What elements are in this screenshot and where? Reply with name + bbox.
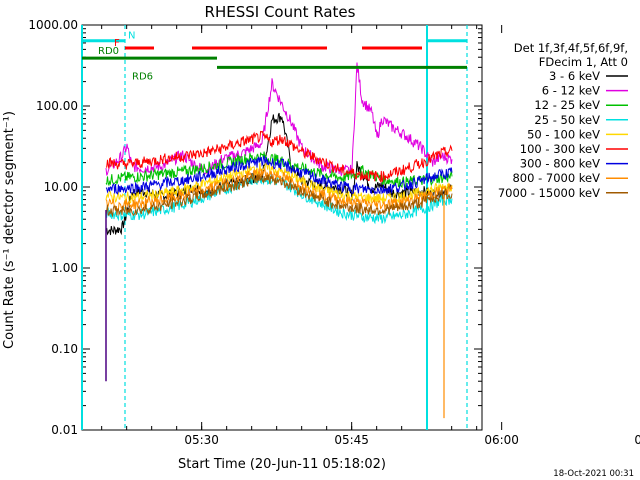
state-bar-label: RD6 bbox=[132, 71, 153, 82]
state-bar-label: F bbox=[114, 38, 120, 49]
series-line bbox=[105, 62, 453, 177]
series-line bbox=[105, 151, 453, 189]
state-bar-label: N bbox=[128, 31, 135, 42]
vertical-markers bbox=[81, 25, 468, 430]
x-tick-label: 05:30 bbox=[184, 433, 219, 447]
y-axis-label: Count Rate (s⁻¹ detector segment⁻¹) bbox=[2, 111, 17, 349]
x-tick-label: 06:00 bbox=[484, 433, 519, 447]
axis-ticks bbox=[82, 24, 503, 431]
y-tick-labels: 0.01 0.10 1.00 10.00 100.00 1000.00 bbox=[28, 18, 78, 437]
y-tick-label: 1000.00 bbox=[28, 18, 78, 32]
y-tick-label: 10.00 bbox=[44, 180, 78, 194]
y-tick-label: 100.00 bbox=[36, 99, 78, 113]
state-bar-label: RD0 bbox=[98, 46, 119, 57]
series-line bbox=[105, 155, 453, 196]
x-tick-label: 05:45 bbox=[334, 433, 369, 447]
legend-header-line1: Det 1f,3f,4f,5f,6f,9f, bbox=[514, 41, 628, 55]
legend-entry-label: 3 - 6 keV bbox=[549, 69, 600, 83]
y-tick-label: 1.00 bbox=[51, 261, 78, 275]
legend-entry-label: 6 - 12 keV bbox=[542, 84, 600, 98]
legend: Det 1f,3f,4f,5f,6f,9f, FDecim 1, Att 0 3… bbox=[498, 41, 628, 200]
plot-frame bbox=[81, 24, 483, 431]
y-tick-label: 0.01 bbox=[51, 423, 78, 437]
x-tick-label: 06:15 bbox=[634, 433, 640, 447]
x-axis-label: Start Time (20-Jun-11 05:18:02) bbox=[178, 457, 386, 472]
legend-entry-label: 12 - 25 keV bbox=[534, 98, 600, 112]
legend-entry-label: 50 - 100 keV bbox=[527, 127, 600, 141]
legend-entry-label: 300 - 800 keV bbox=[520, 157, 600, 171]
legend-entry-label: 7000 - 15000 keV bbox=[498, 186, 600, 200]
chart-title: RHESSI Count Rates bbox=[205, 3, 356, 21]
series-line bbox=[105, 172, 453, 218]
series-line bbox=[105, 112, 453, 236]
legend-entry-label: 800 - 7000 keV bbox=[512, 171, 600, 185]
series-lines bbox=[105, 62, 453, 419]
y-tick-label: 0.10 bbox=[51, 342, 78, 356]
legend-entry-label: 100 - 300 keV bbox=[520, 142, 600, 156]
legend-entry-label: 25 - 50 keV bbox=[534, 113, 600, 127]
legend-header-line2: FDecim 1, Att 0 bbox=[539, 55, 628, 69]
series-line bbox=[105, 130, 453, 184]
footer-timestamp: 18-Oct-2021 00:31 bbox=[553, 469, 634, 479]
